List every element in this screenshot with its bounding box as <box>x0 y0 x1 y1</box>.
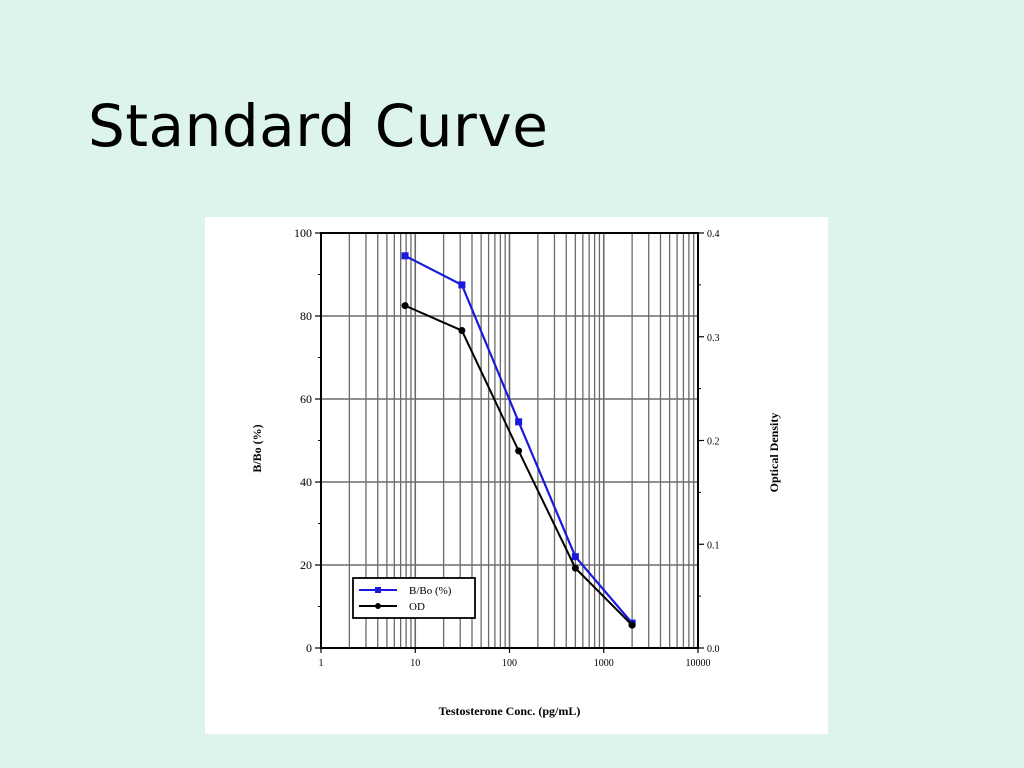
legend-box <box>352 577 476 619</box>
series-point-1 <box>458 281 466 289</box>
y2-tick-label: 0.3 <box>707 333 720 344</box>
legend-swatch-marker <box>375 587 381 593</box>
y-axis-label: B/Bo (%) <box>250 424 264 472</box>
series-layer <box>401 252 636 629</box>
x-tick-label: 1000 <box>594 658 614 669</box>
x-tick-label: 1 <box>319 658 324 669</box>
x-tick-label: 10000 <box>686 658 711 669</box>
x-tick-label: 10 <box>410 658 420 669</box>
y2-tick-label: 0.0 <box>707 644 720 655</box>
y-tick-label: 20 <box>300 558 312 572</box>
y-tick-label: 40 <box>300 475 312 489</box>
chart-panel: 0 20 40 60 80 100 0.0 0.1 0.2 0.3 0.4 1 10 100 1000 100… <box>205 217 828 734</box>
slide-title: Standard Curve <box>88 92 549 160</box>
series-point-2 <box>401 302 409 310</box>
grid-layer <box>321 233 698 648</box>
y2-axis-label: Optical Density <box>767 413 781 493</box>
series-line-1 <box>404 254 633 624</box>
y-tick-label: 100 <box>294 226 312 240</box>
y-tick-label: 80 <box>300 309 312 323</box>
series-point-2 <box>458 327 466 335</box>
legend-label: B/Bo (%) <box>409 585 452 597</box>
series-point-2 <box>628 621 636 629</box>
legend: B/Bo (%) OD <box>352 577 476 619</box>
standard-curve-chart: 0 20 40 60 80 100 0.0 0.1 0.2 0.3 0.4 1 10 100 1000 100… <box>250 226 781 718</box>
y2-tick-label: 0.4 <box>707 229 720 240</box>
y-tick-label: 0 <box>306 641 312 655</box>
axes-layer: 0 20 40 60 80 100 0.0 0.1 0.2 0.3 0.4 1 10 100 1000 100… <box>294 226 720 669</box>
legend-swatch-marker <box>375 603 381 609</box>
x-axis-label: Testosterone Conc. (pg/mL) <box>439 704 581 718</box>
series-point-1 <box>401 252 409 260</box>
x-tick-label: 100 <box>502 658 517 669</box>
y-tick-label: 60 <box>300 392 312 406</box>
series-point-2 <box>515 447 523 455</box>
series-point-2 <box>571 564 579 572</box>
series-point-1 <box>515 418 523 426</box>
legend-label: OD <box>409 601 425 613</box>
y2-tick-label: 0.1 <box>707 540 720 551</box>
y2-tick-label: 0.2 <box>707 437 720 448</box>
series-point-1 <box>571 553 579 561</box>
